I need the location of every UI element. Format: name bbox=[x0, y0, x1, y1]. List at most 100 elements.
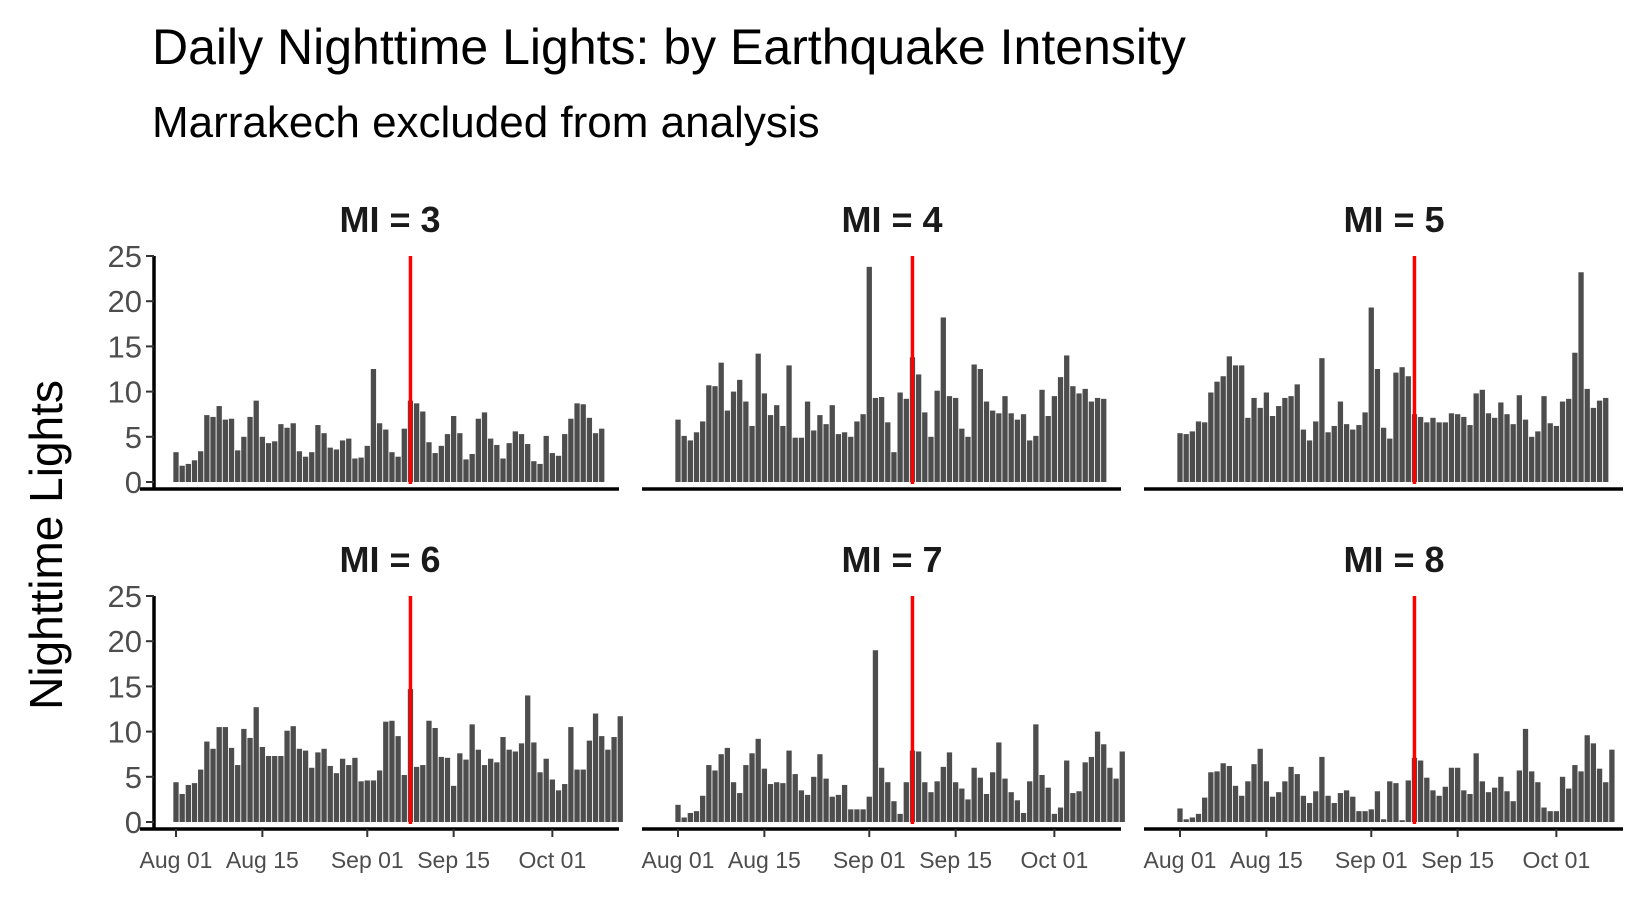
bar bbox=[1039, 774, 1045, 822]
bar bbox=[1350, 429, 1356, 482]
x-tick-label: Aug 15 bbox=[226, 847, 299, 873]
bar bbox=[1070, 386, 1076, 482]
bar bbox=[401, 428, 407, 482]
bar bbox=[222, 419, 229, 482]
bar bbox=[1547, 423, 1553, 482]
bar bbox=[296, 451, 303, 482]
bar bbox=[1057, 807, 1064, 822]
bar bbox=[1559, 401, 1566, 482]
bar bbox=[1498, 402, 1504, 482]
bar bbox=[990, 772, 996, 822]
bar bbox=[706, 765, 712, 822]
bar bbox=[811, 776, 817, 822]
bar bbox=[1020, 414, 1027, 482]
bar bbox=[1535, 782, 1541, 822]
bar bbox=[1510, 801, 1516, 822]
bar bbox=[1294, 774, 1300, 822]
bar bbox=[1027, 781, 1033, 822]
bar bbox=[1467, 425, 1473, 482]
bar bbox=[204, 741, 210, 822]
bar bbox=[1603, 782, 1609, 822]
x-tick-label: Sep 15 bbox=[417, 847, 490, 873]
bar bbox=[761, 768, 768, 822]
bar bbox=[562, 784, 568, 822]
bar bbox=[475, 418, 481, 482]
bar bbox=[1263, 392, 1270, 482]
bar bbox=[185, 784, 191, 822]
bar bbox=[1076, 791, 1082, 822]
bar bbox=[481, 412, 488, 482]
bar bbox=[333, 773, 340, 822]
bar bbox=[1448, 413, 1455, 482]
bar bbox=[1101, 744, 1107, 822]
bar bbox=[531, 461, 537, 482]
bar bbox=[580, 404, 586, 482]
bar bbox=[940, 766, 946, 822]
y-tick-label: 5 bbox=[125, 760, 142, 795]
bar bbox=[327, 447, 333, 482]
bar bbox=[309, 767, 315, 822]
bar bbox=[241, 436, 247, 482]
bar bbox=[1578, 771, 1584, 822]
bar bbox=[885, 782, 891, 822]
bar bbox=[1356, 425, 1362, 482]
bar bbox=[346, 438, 352, 482]
bar bbox=[321, 748, 327, 822]
bar bbox=[1208, 392, 1214, 482]
bar bbox=[370, 369, 377, 482]
bar bbox=[1208, 772, 1214, 822]
bar bbox=[1076, 393, 1082, 482]
bar bbox=[891, 801, 897, 822]
bar bbox=[333, 449, 340, 482]
y-tick-label: 10 bbox=[108, 715, 142, 750]
y-tick-label: 0 bbox=[125, 805, 142, 840]
bar bbox=[885, 422, 891, 482]
bar bbox=[543, 758, 549, 822]
bar bbox=[235, 450, 241, 482]
bar bbox=[475, 749, 481, 822]
bar bbox=[1306, 440, 1313, 482]
bar bbox=[364, 780, 370, 822]
bar bbox=[1045, 787, 1051, 822]
bar bbox=[1590, 407, 1597, 482]
bar bbox=[1101, 398, 1107, 482]
bar bbox=[878, 397, 885, 482]
bar bbox=[444, 434, 451, 482]
bar bbox=[580, 769, 586, 822]
bar bbox=[518, 743, 525, 822]
x-tick-label: Aug 15 bbox=[728, 847, 801, 873]
bar bbox=[1442, 786, 1448, 822]
bar bbox=[1189, 817, 1195, 822]
bar bbox=[1504, 791, 1510, 822]
bar bbox=[272, 441, 278, 482]
bar bbox=[586, 417, 593, 482]
bar bbox=[235, 765, 241, 822]
bar bbox=[339, 758, 346, 822]
bar bbox=[469, 453, 475, 482]
bar bbox=[586, 740, 593, 822]
bar bbox=[395, 456, 401, 482]
bar bbox=[1393, 783, 1399, 822]
bar bbox=[1107, 767, 1113, 822]
bar bbox=[829, 405, 835, 482]
bar bbox=[1553, 811, 1560, 822]
bar bbox=[965, 436, 971, 482]
bar bbox=[971, 767, 977, 822]
bar bbox=[1399, 367, 1405, 482]
bar bbox=[346, 765, 352, 822]
bar bbox=[1195, 813, 1202, 822]
bar bbox=[1288, 396, 1294, 482]
bar bbox=[611, 737, 617, 822]
bar bbox=[457, 753, 463, 822]
bar bbox=[500, 737, 506, 822]
bar bbox=[1214, 771, 1220, 822]
bar bbox=[996, 742, 1002, 822]
bar bbox=[512, 751, 518, 822]
bar bbox=[1202, 797, 1208, 822]
bar bbox=[1467, 793, 1473, 822]
bar bbox=[1442, 422, 1448, 482]
bar bbox=[1002, 396, 1008, 482]
bar bbox=[1448, 767, 1455, 822]
bar bbox=[1584, 735, 1590, 822]
